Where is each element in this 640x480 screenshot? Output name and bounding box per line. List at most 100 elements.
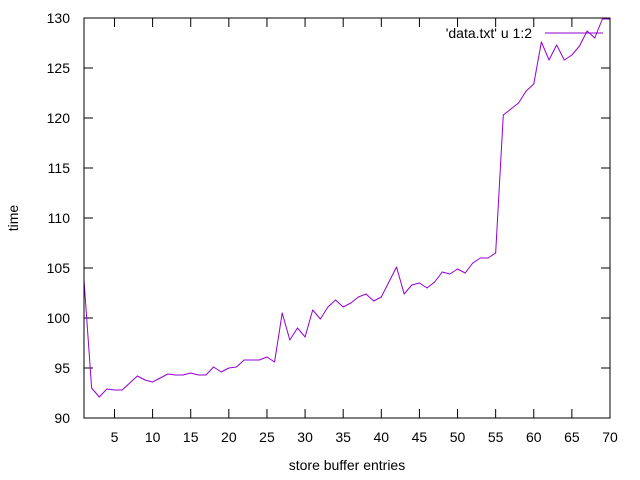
data-point xyxy=(487,257,489,259)
data-point xyxy=(357,296,359,298)
data-point xyxy=(601,18,603,20)
plot-frame xyxy=(83,17,611,419)
data-point xyxy=(289,339,291,341)
data-point xyxy=(525,90,527,92)
data-point xyxy=(365,293,367,295)
data-point xyxy=(533,83,535,85)
y-tick-label: 125 xyxy=(47,60,71,76)
series-line xyxy=(83,18,610,398)
data-point xyxy=(479,257,481,259)
data-point xyxy=(106,388,108,390)
data-point xyxy=(411,284,413,286)
legend-label: 'data.txt' u 1:2 xyxy=(446,25,533,41)
y-tick-label: 110 xyxy=(48,210,71,226)
data-point xyxy=(243,359,245,361)
data-point xyxy=(144,379,146,381)
data-point xyxy=(571,54,573,56)
data-point xyxy=(373,300,375,302)
data-point xyxy=(174,374,176,376)
data-point xyxy=(350,302,352,304)
data-point xyxy=(548,59,550,61)
data-point xyxy=(388,281,390,283)
x-tick-label: 70 xyxy=(602,429,618,445)
data-point xyxy=(152,381,154,383)
data-point xyxy=(556,44,558,46)
legend: 'data.txt' u 1:2 xyxy=(446,25,603,41)
data-point xyxy=(205,374,207,376)
data-point xyxy=(464,272,466,274)
y-tick-label: 105 xyxy=(47,260,71,276)
data-point xyxy=(182,374,184,376)
data-point xyxy=(98,396,100,398)
x-tick-label: 10 xyxy=(145,429,161,445)
data-point xyxy=(91,387,93,389)
data-point xyxy=(228,367,230,369)
data-point xyxy=(167,373,169,375)
data-point xyxy=(312,309,314,311)
x-tick-label: 5 xyxy=(111,429,119,445)
data-point xyxy=(502,114,504,116)
x-tick-label: 65 xyxy=(564,429,580,445)
data-point xyxy=(434,281,436,283)
data-point xyxy=(579,45,581,47)
data-point xyxy=(495,252,497,254)
y-tick-label: 130 xyxy=(47,10,71,26)
data-point xyxy=(220,371,222,373)
data-point xyxy=(304,336,306,338)
data-point xyxy=(403,293,405,295)
data-point xyxy=(335,299,337,301)
x-tick-label: 60 xyxy=(526,429,542,445)
data-point xyxy=(426,287,428,289)
data-point xyxy=(235,366,237,368)
x-tick-label: 45 xyxy=(412,429,428,445)
data-point xyxy=(586,30,588,32)
data-point xyxy=(449,273,451,275)
data-point xyxy=(327,306,329,308)
data-point xyxy=(129,382,131,384)
data-point xyxy=(190,372,192,374)
data-point xyxy=(251,359,253,361)
data-point xyxy=(113,389,115,391)
x-tick-label: 40 xyxy=(374,429,390,445)
x-tick-label: 25 xyxy=(259,429,275,445)
data-point xyxy=(594,37,596,39)
x-axis-ticks: 5 10 15 20 25 30 35 40 45 50 55 60 65 70 xyxy=(111,18,618,445)
x-axis-label: store buffer entries xyxy=(289,457,405,473)
y-axis-label: time xyxy=(5,205,21,232)
y-tick-label: 95 xyxy=(54,360,70,376)
y-tick-label: 120 xyxy=(47,110,71,126)
data-point xyxy=(296,327,298,329)
data-point xyxy=(518,102,520,104)
x-tick-label: 50 xyxy=(450,429,466,445)
y-tick-label: 100 xyxy=(47,310,71,326)
x-tick-label: 20 xyxy=(221,429,237,445)
data-point xyxy=(319,318,321,320)
data-point xyxy=(457,268,459,270)
data-point xyxy=(197,374,199,376)
x-tick-label: 35 xyxy=(335,429,351,445)
series-layer xyxy=(83,18,611,398)
data-point xyxy=(563,59,565,61)
data-point xyxy=(213,366,215,368)
data-point xyxy=(121,389,123,391)
data-point xyxy=(418,282,420,284)
y-tick-label: 90 xyxy=(54,410,70,426)
data-point xyxy=(540,41,542,43)
data-point xyxy=(281,312,283,314)
data-point xyxy=(159,377,161,379)
data-point xyxy=(380,296,382,298)
data-point xyxy=(472,262,474,264)
y-tick-label: 115 xyxy=(48,160,71,176)
data-point xyxy=(266,356,268,358)
data-point xyxy=(510,108,512,110)
data-point xyxy=(136,375,138,377)
x-tick-label: 30 xyxy=(297,429,313,445)
data-point xyxy=(274,361,276,363)
x-tick-label: 55 xyxy=(488,429,504,445)
data-point xyxy=(441,271,443,273)
data-point xyxy=(258,359,260,361)
x-tick-label: 15 xyxy=(183,429,199,445)
y-axis-ticks: 90 95 100 105 110 115 120 125 130 xyxy=(47,10,610,426)
